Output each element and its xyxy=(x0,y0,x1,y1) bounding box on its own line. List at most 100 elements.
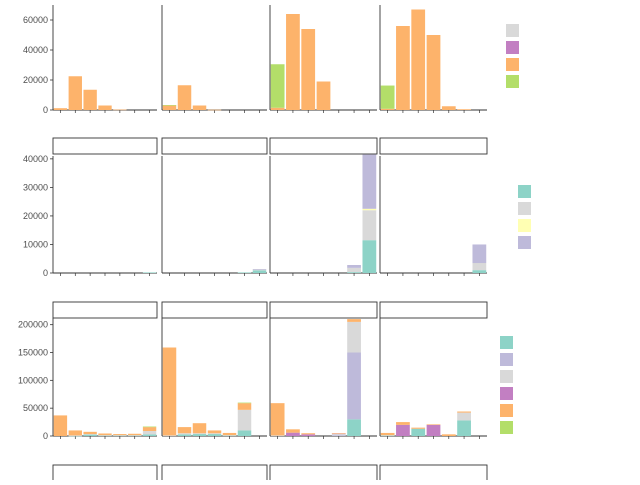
panel-0-bar-winter-0-2 xyxy=(53,108,68,110)
panel-2-bar-spring-5-5 xyxy=(237,402,252,404)
panel-0-legend-key-2 xyxy=(506,58,519,71)
panel-2-bar-spring-5-2 xyxy=(237,409,252,431)
panel-0-bar-summer-0-2 xyxy=(270,107,285,110)
panel-2-bar-spring-2-0 xyxy=(192,434,207,436)
panel-2-bar-winter-2-4 xyxy=(83,431,97,435)
panel-2-ytick-label-2: 100000 xyxy=(18,375,48,385)
panel-2-legend-key-0 xyxy=(500,336,513,349)
panel-2-bar-spring-4-4 xyxy=(222,432,237,436)
panel-1-bar-spring-6-0 xyxy=(252,270,267,273)
panel-2-bar-winter-0-4 xyxy=(53,415,68,436)
panel-2-bar-winter-6-0 xyxy=(142,434,157,436)
panel-1-bar-winter-6-0 xyxy=(142,272,157,274)
panel-3-strip-winter xyxy=(52,464,158,482)
panel-2-ytick-label-0: 0 xyxy=(43,431,48,441)
panel-2-bar-fall-5-2 xyxy=(457,412,471,421)
panel-0-ytick-label-0: 0 xyxy=(43,105,48,115)
panel-1-bar-summer-5-3 xyxy=(347,265,361,268)
panel-0-bar-fall-0-3 xyxy=(380,85,395,109)
panel-1-strip-spring xyxy=(161,137,268,155)
panel-1-strip-fall xyxy=(379,137,488,155)
panel-2-bar-fall-3-4 xyxy=(426,424,441,425)
panel-2-bar-winter-4-2 xyxy=(113,435,127,436)
panel-1-ytick-label-0: 0 xyxy=(43,268,48,278)
panel-2-bar-summer-1-3 xyxy=(286,432,300,436)
panel-2-legend-key-4 xyxy=(500,404,513,417)
panel-2-bar-fall-0-2 xyxy=(380,435,395,436)
panel-2-bar-spring-5-4 xyxy=(237,403,252,410)
panel-2-bar-summer-5-4 xyxy=(347,319,361,322)
panel-2-bar-summer-0-2 xyxy=(270,435,285,437)
panel-2-bar-summer-0-4 xyxy=(270,403,285,436)
panel-2-bar-summer-2-4 xyxy=(301,433,316,435)
panel-0-bar-winter-3-2 xyxy=(98,105,112,110)
panel-2-bar-fall-3-3 xyxy=(426,424,441,436)
panel-0-bar-winter-4-2 xyxy=(113,109,127,111)
panel-0-ytick-label-1: 20000 xyxy=(23,75,48,85)
panel-1-ytick-label-4: 40000 xyxy=(23,154,48,164)
panel-2-bar-winter-2-2 xyxy=(83,434,97,435)
panel-2-bar-spring-2-2 xyxy=(192,433,207,435)
panel-2-bar-winter-6-5 xyxy=(142,426,157,428)
panel-2-bar-summer-5-1 xyxy=(347,352,361,420)
panel-2-bar-fall-0-4 xyxy=(380,432,395,436)
panel-2-bar-summer-5-0 xyxy=(347,419,361,436)
panel-0-bar-summer-3-2 xyxy=(316,81,331,110)
panel-2-bar-fall-4-4 xyxy=(441,434,456,436)
panel-0-bar-spring-1-2 xyxy=(177,85,192,110)
panel-0-bar-winter-2-2 xyxy=(83,89,97,110)
panel-2-bar-summer-5-2 xyxy=(347,321,361,353)
panel-2-bar-winter-2-0 xyxy=(83,434,97,436)
panel-2-bar-spring-1-2 xyxy=(177,433,192,435)
panel-2-legend-key-5 xyxy=(500,421,513,434)
panel-1-bar-spring-5-0 xyxy=(237,272,252,274)
panel-0-bar-spring-0-3 xyxy=(162,105,177,106)
panel-0-bar-fall-1-2 xyxy=(396,26,410,110)
panel-1-legend-key-1 xyxy=(518,202,531,215)
panel-2-legend-key-3 xyxy=(500,387,513,400)
panel-2-bar-winter-5-2 xyxy=(128,435,142,436)
panel-2-bar-winter-3-4 xyxy=(98,433,112,436)
panel-2-bar-summer-4-4 xyxy=(331,433,346,434)
panel-1-bar-spring-6-1 xyxy=(252,269,267,271)
panel-2-ytick-label-4: 200000 xyxy=(18,320,48,330)
panel-2-bar-winter-1-4 xyxy=(68,430,82,436)
panel-2-bar-summer-4-2 xyxy=(331,433,346,436)
panel-1-bar-summer-6-1 xyxy=(362,210,377,241)
panel-0-bar-summer-2-2 xyxy=(301,29,316,110)
panel-2-bar-summer-4-1 xyxy=(331,435,346,436)
panel-2-bar-spring-5-0 xyxy=(237,430,252,436)
panel-1-ytick-label-2: 20000 xyxy=(23,211,48,221)
panel-2-bar-spring-1-0 xyxy=(177,434,192,436)
panel-2-bar-summer-1-4 xyxy=(286,429,300,433)
panel-0-ytick-label-2: 40000 xyxy=(23,45,48,55)
panel-1-strip-winter xyxy=(52,137,158,155)
panel-0-bar-winter-1-2 xyxy=(68,76,82,110)
panel-2-bar-winter-4-4 xyxy=(113,434,127,436)
panel-1-bar-summer-6-3 xyxy=(362,154,377,209)
panel-0-bar-spring-3-2 xyxy=(207,109,222,111)
panel-2-bar-summer-2-3 xyxy=(301,434,316,436)
panel-0-bar-fall-2-2 xyxy=(411,9,426,110)
panel-2-bar-winter-5-4 xyxy=(128,433,142,436)
panel-0-bar-fall-0-2 xyxy=(380,108,395,110)
panel-0-bar-spring-0-2 xyxy=(162,105,177,110)
panel-2-legend-key-1 xyxy=(500,353,513,366)
panel-1-bar-summer-6-0 xyxy=(362,240,377,273)
panel-2-bar-fall-2-4 xyxy=(411,427,426,429)
panel-1-bar-fall-6-0 xyxy=(472,270,487,273)
panel-1-bar-spring-6-3 xyxy=(252,269,267,270)
panel-0-bar-fall-4-2 xyxy=(441,106,456,110)
panel-2-strip-summer xyxy=(269,301,378,319)
panel-2-bar-spring-0-4 xyxy=(162,347,177,436)
panel-1-legend-key-0 xyxy=(518,185,531,198)
panel-2-legend-key-2 xyxy=(500,370,513,383)
panel-1-bar-fall-6-3 xyxy=(472,244,487,264)
panel-0-bar-fall-5-2 xyxy=(457,109,471,110)
panel-1-legend-key-2 xyxy=(518,219,531,232)
panel-2-strip-spring xyxy=(161,301,268,319)
panel-2-strip-winter xyxy=(52,301,158,319)
panel-2-bar-winter-1-2 xyxy=(68,435,82,437)
panel-2-bar-fall-2-0 xyxy=(411,428,426,436)
